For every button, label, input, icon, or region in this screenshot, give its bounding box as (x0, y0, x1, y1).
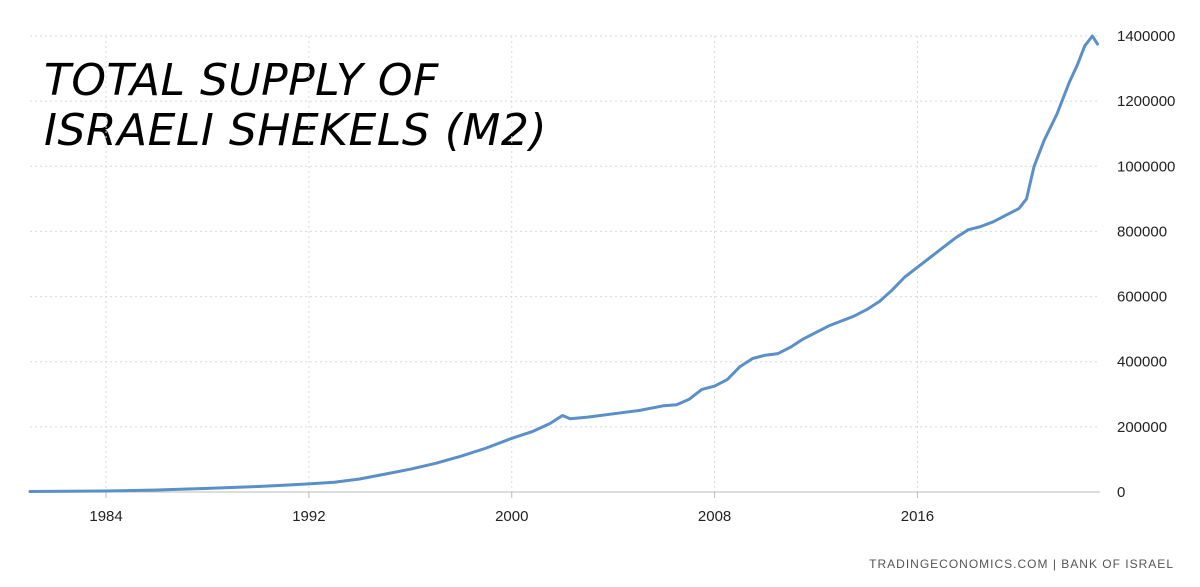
y-tick-label: 400000 (1117, 354, 1167, 371)
y-tick-label: 800000 (1117, 223, 1167, 240)
x-tick-label: 1984 (89, 508, 122, 525)
x-tick-label: 2008 (698, 508, 731, 525)
chart-title-line-2: ISRAELI SHEKELS (M2) (44, 105, 548, 156)
x-tick-label: 2000 (495, 508, 528, 525)
y-tick-label: 1200000 (1117, 93, 1175, 110)
axes (30, 491, 1100, 498)
y-tick-label: 600000 (1117, 289, 1167, 306)
x-tick-label: 2016 (901, 508, 934, 525)
chart-title-line-1: TOTAL SUPPLY OF (44, 55, 439, 106)
y-tick-label: 1400000 (1117, 28, 1175, 45)
series-group (28, 34, 1099, 493)
series-line (28, 34, 1099, 493)
source-credit: TRADINGECONOMICS.COM | BANK OF ISRAEL (869, 557, 1174, 571)
y-tick-label: 1000000 (1117, 158, 1175, 175)
y-tick-labels: 0 200000 400000 600000 800000 1000000 1200000 1… (1117, 28, 1175, 501)
x-tick-label: 1992 (292, 508, 325, 525)
y-tick-label: 0 (1117, 484, 1125, 501)
chart-title: TOTAL SUPPLY OF ISRAELI SHEKELS (M2) (44, 56, 547, 156)
x-tick-labels: 1984 1992 2000 2008 2016 (89, 508, 934, 525)
grid-lines (30, 35, 1100, 492)
y-tick-label: 200000 (1117, 419, 1167, 436)
